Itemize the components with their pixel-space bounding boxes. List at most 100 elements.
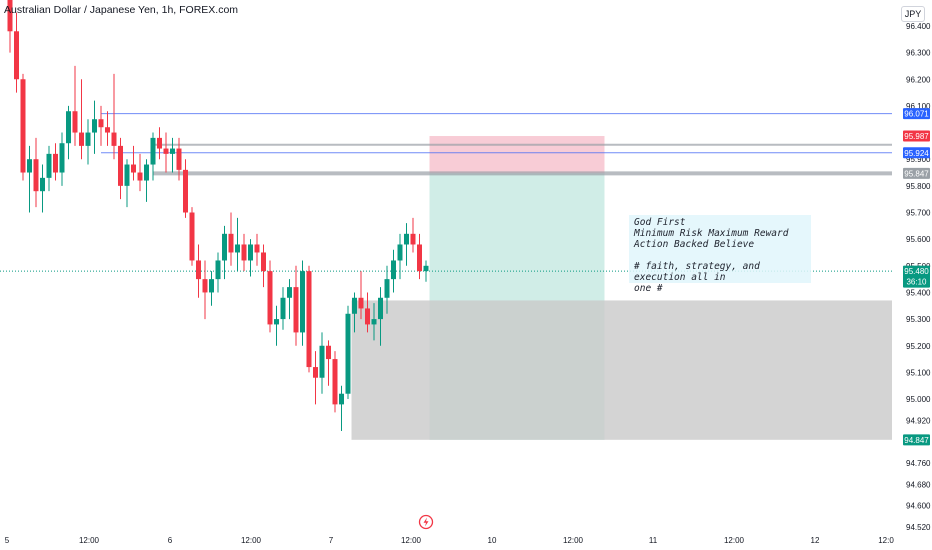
price-label-line-blue: 95.924 (903, 147, 930, 159)
price-label-target: 94.847 (903, 434, 930, 446)
candle-body (248, 244, 253, 261)
candle (332, 351, 338, 413)
text-note[interactable]: God First Minimum Risk Maximum Reward Ac… (629, 215, 811, 294)
candle (196, 244, 201, 298)
candle (66, 105, 71, 160)
x-tick-label: 12:00 (79, 536, 100, 545)
candle (267, 260, 273, 333)
candle (209, 271, 214, 306)
price-label-bg (903, 434, 930, 446)
candle-body (423, 265, 429, 272)
candle (274, 305, 279, 346)
candle (241, 233, 247, 272)
candle-body (118, 145, 123, 186)
candle-body (287, 287, 292, 298)
candle-body (404, 233, 409, 245)
candle-body (313, 367, 318, 378)
time-axis[interactable]: 5 12:00 6 12:00 7 12:00 10 12:00 11 12:00 12 12:0 (5, 536, 895, 545)
y-tick-label: 95.900 (906, 155, 931, 164)
candle (417, 233, 422, 280)
candle (124, 159, 130, 208)
candle-body (59, 143, 65, 173)
candle (287, 279, 292, 320)
note-line: # faith, strategy, and execution all in (634, 261, 760, 283)
candle (339, 385, 344, 432)
note-line: Action Backed Believe (634, 239, 755, 250)
candle-body (397, 244, 403, 261)
candle (404, 223, 409, 266)
candle (345, 305, 351, 400)
candle (98, 105, 104, 146)
candle-body (157, 137, 162, 149)
candle-body (241, 244, 247, 261)
price-label-text: 96.071 (904, 110, 929, 119)
x-tick-label: 12:00 (563, 536, 584, 545)
y-tick-label: 95.800 (906, 182, 931, 191)
candle (14, 12, 19, 93)
candle-body (163, 148, 169, 154)
note-line: God First (634, 217, 686, 228)
candle-body (345, 313, 351, 394)
candle-body (215, 260, 221, 280)
candle (228, 212, 234, 266)
zone-stop (429, 136, 605, 174)
candle (397, 233, 403, 280)
candle (46, 145, 52, 192)
candle-body (85, 132, 91, 146)
note-line (634, 250, 806, 261)
candle (150, 132, 156, 181)
candle (27, 145, 32, 213)
currency-button[interactable]: JPY (901, 6, 925, 22)
candle (371, 303, 377, 341)
candle-body (319, 345, 325, 378)
candle (202, 260, 208, 320)
x-tick-label: 5 (5, 536, 10, 545)
y-tick-label: 95.200 (906, 342, 931, 351)
x-tick-label: 10 (488, 536, 497, 545)
candle (163, 132, 169, 173)
tradingview-logo-icon[interactable] (418, 514, 434, 530)
candle-body (274, 319, 279, 325)
candle-body (326, 345, 331, 360)
candle (79, 79, 84, 160)
candle (92, 100, 97, 154)
candle (111, 73, 117, 160)
candle (33, 137, 39, 208)
y-tick-label: 95.700 (906, 209, 931, 218)
candle-body (339, 393, 344, 405)
candle-body (20, 79, 26, 173)
candle (313, 351, 318, 405)
candle-body (189, 212, 195, 261)
x-tick-label: 12:00 (724, 536, 745, 545)
candle (7, 0, 13, 53)
y-tick-label: 94.920 (906, 416, 931, 425)
candle (20, 73, 26, 181)
chart-title: Australian Dollar / Japanese Yen, 1h, FO… (4, 4, 239, 16)
x-tick-label: 12:00 (401, 536, 422, 545)
candle (170, 137, 175, 173)
price-label-text: 95.987 (904, 132, 929, 141)
candle (280, 287, 286, 330)
candle-body (391, 260, 396, 280)
candle-body (410, 233, 416, 245)
candle-body (137, 172, 143, 181)
candle (365, 292, 370, 333)
candle (131, 145, 136, 181)
candle (326, 340, 331, 386)
candle (59, 132, 65, 186)
candle-body (196, 260, 201, 280)
candle (183, 159, 188, 218)
candle (319, 332, 325, 394)
candle-body (222, 233, 227, 261)
candle (157, 127, 162, 160)
candle-body (7, 0, 13, 32)
candle-body (306, 271, 312, 368)
price-label-text: 95.924 (904, 149, 929, 158)
candle (53, 143, 58, 181)
price-labels-layer: 96.071 95.987 95.924 95.847 95.480 36:10 94.84… (903, 108, 930, 446)
candle-body (98, 119, 104, 128)
candle-body (358, 297, 364, 309)
countdown-text: 36:10 (906, 278, 927, 287)
price-label-bg (903, 167, 930, 179)
